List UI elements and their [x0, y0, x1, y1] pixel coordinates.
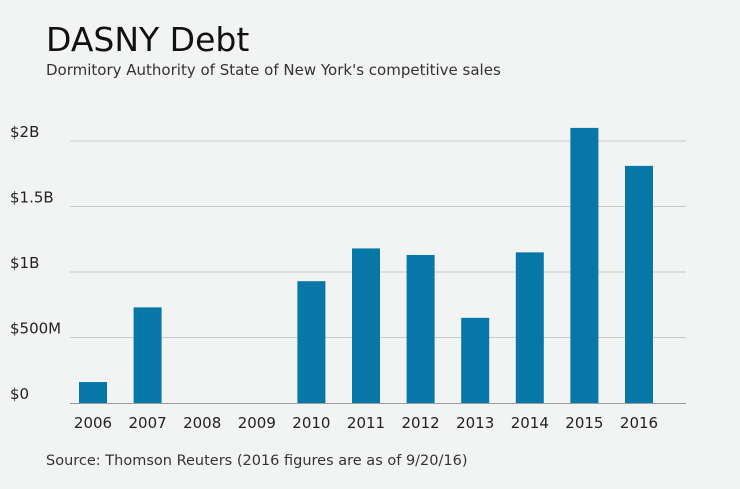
y-tick-label: $1.5B [10, 189, 54, 207]
bar-2007 [133, 307, 162, 403]
bar-2006 [79, 382, 107, 403]
bar-2016 [625, 165, 653, 403]
x-tick-label: 2015 [565, 414, 603, 432]
bar-2013 [461, 317, 490, 403]
x-tick-label: 2009 [238, 414, 276, 432]
x-axis-tick-labels: 2006 2007 2008 2009 2010 2011 2012 2013 2014 2015… [74, 414, 658, 432]
y-tick-label: $0 [10, 385, 29, 403]
x-tick-label: 2013 [456, 414, 494, 432]
bars [79, 127, 653, 404]
chart-title: DASNY Debt [46, 20, 250, 59]
bar-2014 [515, 252, 544, 403]
bar-2011 [352, 248, 380, 403]
x-tick-label: 2016 [620, 414, 658, 432]
y-axis-tick-labels: $0 $500M $1B $1.5B $2B [10, 123, 61, 403]
bar-2015 [570, 127, 599, 404]
x-tick-label: 2011 [347, 414, 385, 432]
y-tick-label: $2B [10, 123, 39, 141]
x-tick-label: 2012 [402, 414, 440, 432]
x-tick-label: 2010 [292, 414, 330, 432]
y-tick-label: $500M [10, 320, 61, 338]
x-tick-label: 2008 [183, 414, 221, 432]
bar-2010 [297, 281, 326, 403]
y-tick-label: $1B [10, 254, 39, 272]
x-tick-label: 2014 [511, 414, 549, 432]
x-tick-label: 2007 [129, 414, 167, 432]
bar-2012 [406, 254, 435, 403]
chart-subtitle: Dormitory Authority of State of New York… [46, 61, 501, 79]
x-tick-label: 2006 [74, 414, 112, 432]
source-note: Source: Thomson Reuters (2016 figures ar… [46, 453, 468, 469]
